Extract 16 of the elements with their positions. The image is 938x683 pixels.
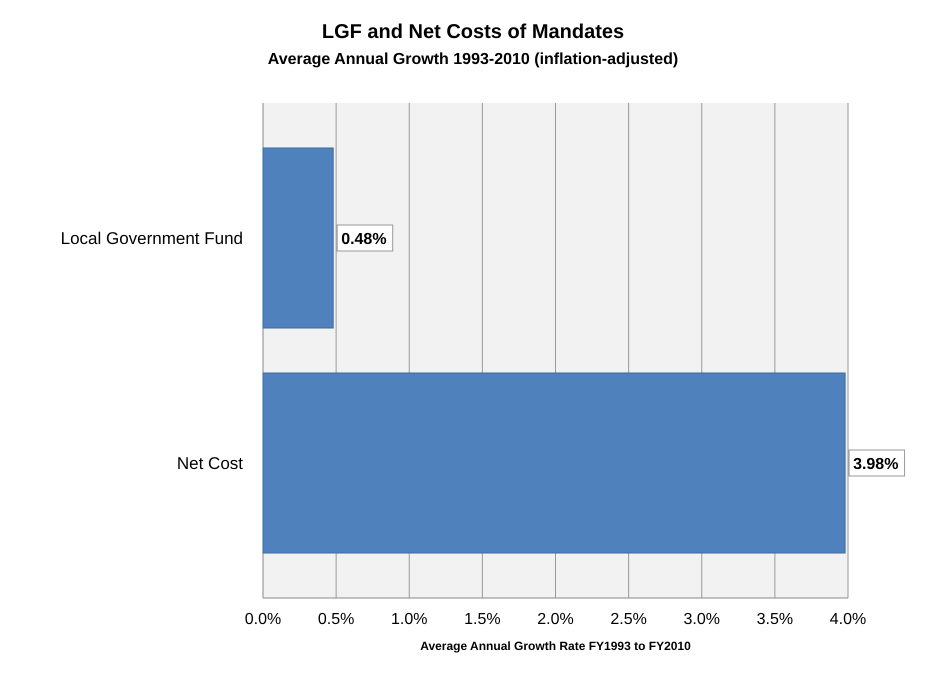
y-tick-label: Net Cost — [176, 454, 244, 473]
x-tick-label: 4.0% — [830, 611, 866, 628]
x-tick-label: 2.5% — [610, 611, 647, 628]
x-tick-label: 0.5% — [318, 611, 354, 628]
data-label: 3.98% — [853, 456, 898, 473]
data-label: 0.48% — [341, 231, 387, 248]
x-tick-label: 3.0% — [684, 611, 720, 628]
x-tick-label: 1.0% — [391, 611, 428, 628]
y-tick-label: Local Government Fund — [60, 229, 243, 248]
x-axis-title: Average Annual Growth Rate FY1993 to FY2010 — [420, 639, 692, 653]
chart-title: LGF and Net Costs of Mandates — [322, 21, 624, 43]
chart-subtitle: Average Annual Growth 1993-2010 (inflation-adjusted) — [268, 51, 678, 68]
x-tick-label: 2.0% — [537, 611, 574, 628]
x-tick-label: 3.5% — [756, 611, 794, 628]
x-tick-label: 1.5% — [464, 611, 501, 628]
x-tick-label: 0.0% — [244, 611, 282, 628]
